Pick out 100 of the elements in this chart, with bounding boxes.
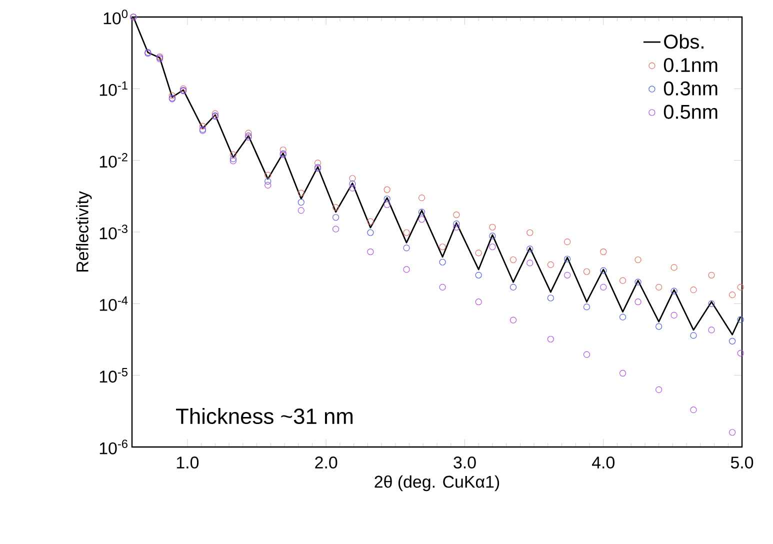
point: [600, 248, 607, 256]
point: [670, 312, 678, 319]
point: [600, 267, 607, 274]
point: [168, 92, 176, 99]
point: [367, 248, 374, 256]
point: [729, 429, 736, 436]
x-tick-label: 2.0: [315, 456, 338, 469]
point: [526, 260, 534, 266]
point: [264, 182, 272, 188]
point: [245, 130, 252, 136]
annotation: Thickness ~31 nm: [176, 408, 353, 424]
point: [418, 216, 426, 223]
legend-label: Obs.: [664, 34, 704, 49]
point: [526, 246, 534, 252]
point: [670, 264, 678, 271]
point: [729, 338, 736, 344]
point: [634, 256, 642, 264]
point: [670, 288, 678, 294]
x-tick-label: 5.0: [730, 456, 754, 469]
point: [264, 172, 272, 179]
point: [332, 214, 340, 221]
point: [564, 238, 571, 246]
point: [656, 386, 662, 394]
point: [619, 277, 626, 284]
point: [526, 229, 534, 236]
point: [510, 284, 517, 290]
point: [439, 258, 446, 266]
legend-label: 0.3nm: [664, 81, 718, 96]
point: [656, 323, 662, 330]
point: [384, 201, 390, 208]
x-axis-title: 2θ (deg. CuKα1): [374, 475, 500, 492]
point: [332, 226, 340, 232]
point: [708, 272, 715, 278]
point: [453, 224, 460, 230]
point: [349, 175, 356, 182]
point: [367, 218, 374, 225]
point: [230, 151, 237, 158]
y-tick-label: 10$^{0}$: [104, 10, 128, 24]
point: [634, 278, 642, 286]
legend-label: 0.5nm: [664, 104, 718, 119]
point: [439, 244, 446, 250]
legend-label: 0.1nm: [664, 58, 718, 72]
point: [298, 198, 304, 206]
point: [547, 336, 554, 342]
point: [314, 160, 322, 166]
point: [384, 186, 390, 193]
point: [349, 184, 356, 192]
point: [439, 284, 446, 290]
point: [583, 304, 590, 310]
point: [708, 300, 715, 307]
point: [384, 196, 390, 202]
x-tick-label: 4.0: [592, 456, 614, 469]
point: [475, 298, 482, 306]
point: [729, 291, 736, 298]
point: [564, 272, 571, 278]
point: [264, 178, 272, 185]
point: [547, 294, 554, 302]
point: [600, 284, 607, 290]
y-tick-label: 10$^{-6}$: [100, 440, 128, 454]
point: [418, 194, 426, 202]
point: [510, 316, 517, 324]
point: [634, 298, 642, 306]
point: [690, 406, 697, 414]
point: [708, 326, 715, 334]
point: [583, 268, 590, 275]
point: [453, 220, 460, 228]
point: [489, 224, 496, 230]
point: [564, 256, 571, 262]
point: [583, 351, 590, 358]
point: [403, 244, 410, 252]
y-tick-label: 10$^{-5}$: [100, 368, 128, 383]
point: [737, 350, 744, 356]
y-tick-label: 10$^{-4}$: [100, 296, 128, 311]
point: [656, 284, 662, 290]
point: [475, 250, 482, 256]
y-axis-title: Reflectivity: [76, 191, 92, 272]
y-tick-label: 10$^{-2}$: [100, 152, 128, 168]
point: [475, 272, 482, 278]
point: [367, 229, 374, 236]
point: [619, 314, 626, 320]
point: [332, 204, 340, 211]
point: [489, 244, 496, 250]
point: [690, 332, 697, 339]
point: [690, 286, 697, 294]
y-tick-label: 10$^{-1}$: [100, 81, 128, 96]
point: [280, 146, 286, 154]
point: [298, 190, 304, 196]
x-tick-label: 1.0: [176, 456, 199, 469]
point: [510, 256, 517, 264]
point: [298, 207, 304, 214]
point: [199, 122, 206, 130]
point: [403, 266, 410, 273]
point: [737, 316, 744, 323]
point: [349, 180, 356, 188]
y-tick-label: 10$^{-3}$: [100, 224, 128, 240]
point: [547, 261, 554, 268]
point: [489, 232, 496, 240]
point: [619, 370, 626, 377]
point: [737, 284, 744, 290]
x-tick-label: 3.0: [454, 456, 476, 469]
